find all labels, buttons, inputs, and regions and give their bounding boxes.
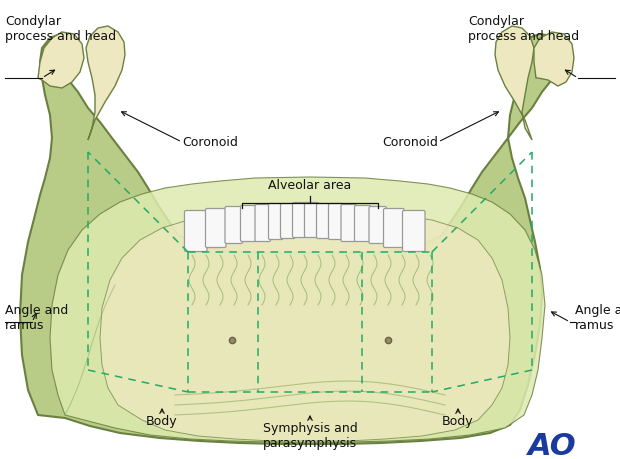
FancyBboxPatch shape <box>369 207 386 244</box>
Text: Symphysis and
parasymphysis: Symphysis and parasymphysis <box>263 422 357 450</box>
FancyBboxPatch shape <box>402 211 425 252</box>
FancyBboxPatch shape <box>293 202 307 237</box>
Polygon shape <box>50 177 545 443</box>
Polygon shape <box>534 32 574 86</box>
Text: Body: Body <box>146 415 178 428</box>
FancyBboxPatch shape <box>185 211 207 252</box>
FancyBboxPatch shape <box>316 203 331 239</box>
FancyBboxPatch shape <box>241 206 257 241</box>
FancyBboxPatch shape <box>355 206 371 241</box>
FancyBboxPatch shape <box>255 205 270 241</box>
Polygon shape <box>495 26 534 140</box>
Polygon shape <box>38 32 84 88</box>
FancyBboxPatch shape <box>304 202 319 237</box>
Text: Condylar
process and head: Condylar process and head <box>5 15 116 43</box>
Polygon shape <box>86 26 125 140</box>
Text: Angle and
ramus: Angle and ramus <box>5 304 68 332</box>
Polygon shape <box>20 34 562 444</box>
Text: Condylar
process and head: Condylar process and head <box>468 15 579 43</box>
FancyBboxPatch shape <box>225 207 242 244</box>
FancyBboxPatch shape <box>280 203 295 239</box>
FancyBboxPatch shape <box>329 203 343 240</box>
Text: Alveolar area: Alveolar area <box>268 179 352 192</box>
Polygon shape <box>100 211 510 441</box>
Text: Body: Body <box>442 415 474 428</box>
FancyBboxPatch shape <box>341 205 356 241</box>
FancyBboxPatch shape <box>205 208 226 247</box>
FancyBboxPatch shape <box>268 203 283 240</box>
Text: AO: AO <box>528 432 577 459</box>
FancyBboxPatch shape <box>384 208 404 247</box>
Text: Coronoid: Coronoid <box>182 135 238 149</box>
Text: Coronoid: Coronoid <box>382 135 438 149</box>
Text: Angle and
ramus: Angle and ramus <box>575 304 620 332</box>
